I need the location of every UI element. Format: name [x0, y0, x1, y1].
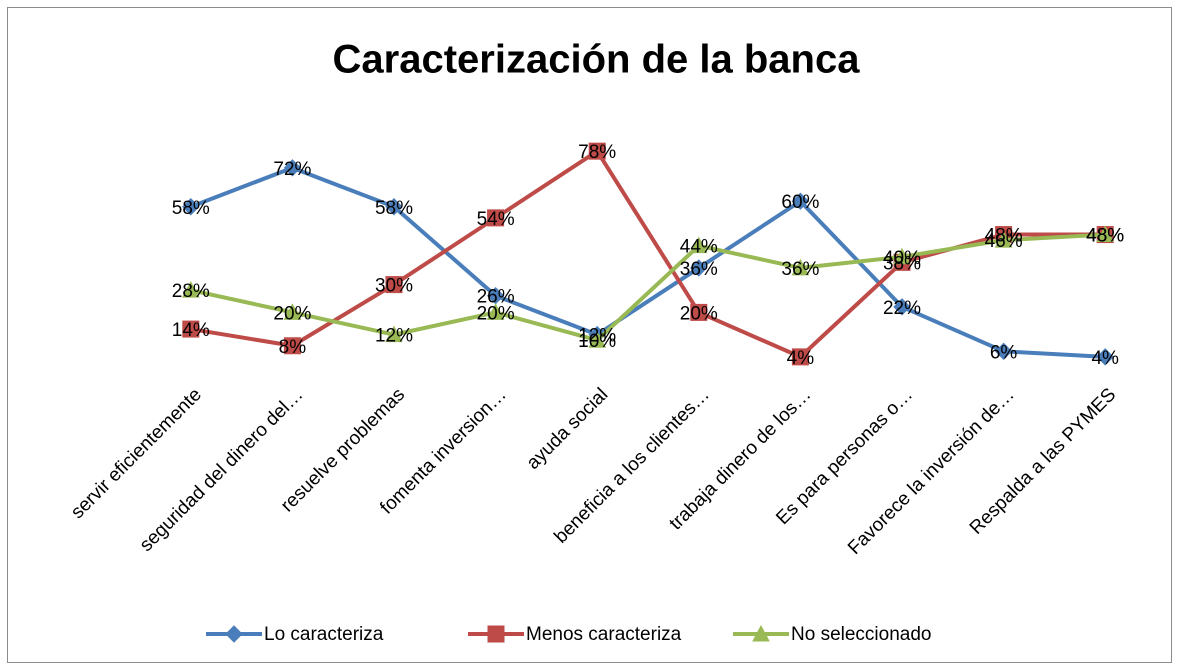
- data-label: 14%: [172, 320, 210, 341]
- point-marker: [893, 298, 911, 316]
- data-label: 78%: [578, 142, 616, 163]
- point-marker: [893, 247, 911, 265]
- point-marker: [385, 276, 403, 294]
- series-line: [190, 232, 1106, 343]
- point-marker: [283, 303, 302, 320]
- legend-label: No seleccionado: [791, 624, 931, 645]
- data-label: 44%: [680, 237, 718, 258]
- data-label: 10%: [578, 331, 616, 352]
- point-marker: [994, 231, 1013, 248]
- data-label: 30%: [375, 276, 413, 297]
- data-label: 12%: [578, 326, 616, 347]
- data-label: 20%: [680, 303, 718, 324]
- chart-title: Caracterización de la banca: [333, 38, 861, 82]
- point-marker: [791, 192, 810, 210]
- data-label: 4%: [787, 348, 815, 369]
- data-label: 26%: [477, 287, 515, 308]
- data-label: 4%: [1091, 348, 1119, 369]
- point-marker: [690, 259, 708, 277]
- series-line: [190, 165, 1106, 359]
- data-label: 20%: [477, 303, 515, 324]
- legend-marker: [752, 624, 770, 642]
- point-marker: [791, 258, 810, 276]
- point-marker: [182, 320, 200, 338]
- data-label: 48%: [1086, 226, 1124, 247]
- data-label: 54%: [477, 209, 515, 230]
- point-marker: [689, 236, 708, 254]
- point-marker: [486, 303, 505, 320]
- point-marker: [791, 348, 809, 366]
- data-label: 58%: [172, 198, 210, 219]
- point-marker: [385, 198, 403, 216]
- legend-label: Menos caracteriza: [526, 624, 682, 645]
- point-marker: [690, 303, 708, 321]
- data-label: 38%: [883, 253, 921, 274]
- point-marker: [182, 198, 200, 216]
- point-marker: [1096, 348, 1114, 366]
- data-label: 60%: [781, 192, 819, 213]
- legend-label: Lo caracteriza: [264, 624, 384, 645]
- point-marker: [588, 331, 607, 348]
- data-label: 46%: [985, 231, 1023, 252]
- data-label: 28%: [172, 281, 210, 302]
- point-marker: [588, 142, 606, 160]
- legend-marker: [487, 625, 505, 643]
- data-label: 72%: [273, 159, 311, 180]
- point-marker: [181, 281, 200, 298]
- data-label: 48%: [1086, 226, 1124, 247]
- legend-marker: [225, 625, 243, 643]
- data-label: 6%: [990, 342, 1018, 363]
- data-label: 22%: [883, 298, 921, 319]
- data-label: 12%: [375, 326, 413, 347]
- data-label: 8%: [279, 337, 307, 358]
- point-marker: [994, 342, 1013, 361]
- point-marker: [385, 325, 403, 343]
- point-marker: [1096, 225, 1115, 243]
- point-marker: [487, 209, 505, 227]
- data-label: 36%: [781, 259, 819, 280]
- data-label: 58%: [375, 198, 413, 219]
- data-label: 48%: [985, 226, 1023, 247]
- point-marker: [283, 159, 302, 177]
- data-label: 20%: [273, 303, 311, 324]
- data-label: 36%: [680, 259, 718, 280]
- point-marker: [283, 337, 301, 355]
- data-label: 40%: [883, 248, 921, 269]
